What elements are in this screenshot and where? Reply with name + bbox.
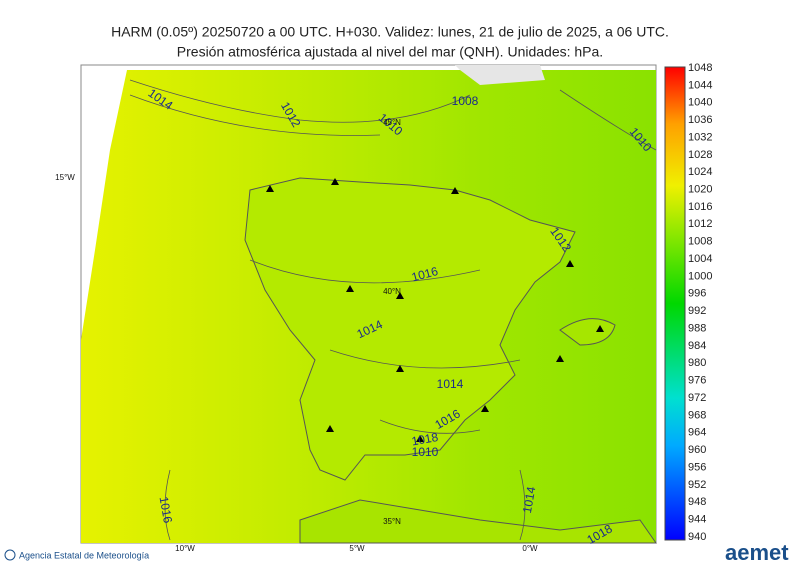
colorbar-label: 1012 <box>688 218 712 230</box>
colorbar-label: 960 <box>688 444 706 456</box>
colorbar-label: 964 <box>688 427 706 439</box>
grid-label: 0°W <box>522 544 538 553</box>
colorbar-label: 992 <box>688 305 706 317</box>
colorbar-label: 1016 <box>688 201 712 213</box>
colorbar-label: 956 <box>688 461 706 473</box>
grid-label: 5°W <box>349 544 365 553</box>
grid-label: 35°N <box>383 517 401 526</box>
contour-label: 1018 <box>410 430 439 448</box>
contour-label: 1014 <box>520 485 538 514</box>
contours <box>129 79 657 541</box>
colorbar-label: 972 <box>688 392 706 404</box>
colorbar-label: 980 <box>688 357 706 369</box>
subtitle: Presión atmosférica ajustada al nivel de… <box>177 44 603 60</box>
colorbar-label: 1048 <box>688 62 712 74</box>
contour-label: 1016 <box>157 495 175 524</box>
colorbar-label: 1040 <box>688 97 712 109</box>
grid-label: 45°N <box>383 118 401 127</box>
contour-label: 1016 <box>410 264 440 285</box>
contour-label: 1010 <box>412 445 439 459</box>
colorbar-label: 988 <box>688 322 706 334</box>
copyright-icon <box>4 549 16 561</box>
colorbar-label: 1036 <box>688 114 712 126</box>
grid-label: 40°N <box>383 287 401 296</box>
colorbar-label: 1032 <box>688 131 712 143</box>
colorbar-label: 940 <box>688 531 706 543</box>
colorbar-label: 976 <box>688 375 706 387</box>
colorbar-label: 1008 <box>688 236 712 248</box>
colorbar-label: 952 <box>688 479 706 491</box>
colorbar <box>664 66 686 541</box>
colorbar-label: 948 <box>688 496 706 508</box>
grid-label: 10°W <box>175 544 195 553</box>
north-africa <box>299 499 657 544</box>
agency: Agencia Estatal de Meteorología <box>19 550 149 560</box>
colorbar-label: 984 <box>688 340 706 352</box>
logo: aemet <box>725 540 789 565</box>
contour-label: 1014 <box>437 377 464 391</box>
colorbar-label: 1044 <box>688 79 712 91</box>
mallorca <box>559 318 616 346</box>
colorbar-label: 1000 <box>688 270 712 282</box>
colorbar-label: 1028 <box>688 149 712 161</box>
grid-label: 15°W <box>55 173 75 182</box>
contour-label: 1008 <box>452 94 479 108</box>
colorbar-label: 1004 <box>688 253 712 265</box>
title: HARM (0.05º) 20250720 a 00 UTC. H+030. V… <box>111 24 669 40</box>
iberia <box>244 177 576 481</box>
colorbar-label: 968 <box>688 409 706 421</box>
colorbar-label: 1020 <box>688 183 712 195</box>
colorbar-label: 996 <box>688 288 706 300</box>
colorbar-label: 1024 <box>688 166 712 178</box>
stations <box>266 178 604 442</box>
no-data <box>455 65 545 85</box>
colorbar-label: 944 <box>688 514 706 526</box>
